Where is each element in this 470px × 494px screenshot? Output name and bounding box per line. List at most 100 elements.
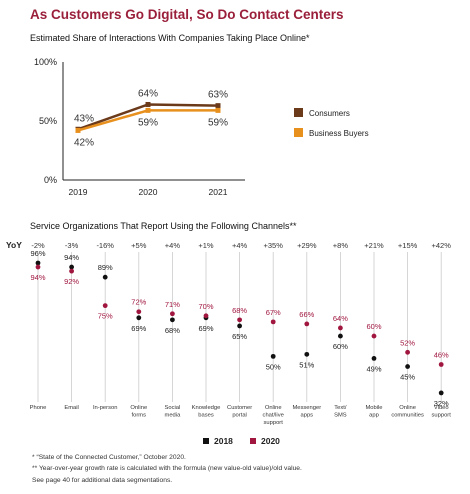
yoy-value: +15%: [398, 241, 418, 250]
data-point: [75, 127, 81, 133]
data-point: [215, 103, 221, 109]
dot-2018: [102, 274, 108, 280]
data-label: 43%: [74, 113, 94, 124]
label-2020: 70%: [198, 302, 213, 311]
dot-2020: [35, 264, 41, 270]
channels-dot-chart: YoY -2%96% 94% Phone -3% 94% 92% Email -16% 89% 75…: [6, 240, 452, 446]
label-2018: 69%: [131, 324, 146, 333]
category-label: SMS: [334, 413, 347, 419]
category-label: Messenger: [292, 405, 321, 411]
legend-label: Business Buyers: [309, 129, 369, 138]
label-2018: 49%: [366, 364, 381, 373]
y-tick-label: 0%: [44, 175, 57, 185]
legend-label: Consumers: [309, 109, 350, 118]
label-2018: 89%: [98, 263, 113, 272]
channels-chart-title: Service Organizations That Report Using …: [30, 221, 297, 231]
dot-2020: [304, 321, 310, 327]
category-label: Knowledge: [192, 405, 221, 411]
label-2020: 66%: [299, 310, 314, 319]
yoy-value: +1%: [198, 241, 214, 250]
dot-2018: [170, 317, 175, 323]
x-tick-label: 2020: [139, 187, 158, 197]
label-2020: 46%: [434, 351, 449, 360]
dot-2018: [136, 315, 142, 321]
category-label: Online: [399, 405, 416, 411]
data-label: 64%: [138, 88, 158, 99]
dot-2020: [371, 333, 377, 339]
data-label: 63%: [208, 90, 228, 101]
dot-2020: [136, 309, 142, 315]
dot-2018: [304, 351, 310, 357]
legend-swatch: [294, 108, 303, 117]
dot-2020: [170, 311, 175, 317]
yoy-value: +5%: [131, 241, 147, 250]
dot-2018: [35, 260, 41, 266]
y-tick-label: 50%: [39, 116, 57, 126]
label-2018: 68%: [165, 326, 180, 335]
dot-2020: [405, 349, 410, 355]
category-label: Phone: [30, 405, 47, 411]
category-label: In-person: [93, 405, 118, 411]
dot-2020: [237, 317, 243, 323]
category-label: Mobile: [365, 405, 382, 411]
data-point: [145, 107, 151, 113]
yoy-value: +42%: [431, 241, 451, 250]
dot-2018: [438, 390, 444, 396]
category-label: forms: [132, 413, 147, 419]
dot-2020: [102, 303, 108, 309]
data-label: 59%: [208, 117, 228, 128]
label-2018: 60%: [333, 342, 348, 351]
data-label: 42%: [74, 137, 94, 148]
category-label: Customer: [227, 405, 252, 411]
dot-2018: [69, 264, 74, 270]
dot-2018: [338, 333, 343, 339]
label-2020: 52%: [400, 338, 415, 347]
dot-2018: [237, 323, 243, 329]
y-tick-label: 100%: [34, 57, 57, 67]
legend-label: 2018: [214, 436, 233, 446]
legend-swatch: [250, 438, 256, 444]
dot-2020: [438, 362, 444, 367]
category-label: Email: [64, 405, 79, 411]
category-label: Online: [265, 405, 282, 411]
yoy-value: -3%: [65, 241, 79, 250]
label-2018: 96%: [30, 249, 45, 258]
data-label: 59%: [138, 117, 158, 128]
category-label: app: [369, 413, 379, 419]
category-label: Text/: [334, 405, 347, 411]
category-label: communities: [391, 413, 424, 419]
legend-swatch: [294, 128, 303, 137]
yoy-value: +21%: [364, 241, 384, 250]
yoy-value: -2%: [31, 241, 45, 250]
page-title: As Customers Go Digital, So Do Contact C…: [30, 7, 344, 22]
dot-2018: [270, 353, 276, 359]
data-point: [215, 107, 221, 113]
label-2020: 71%: [165, 300, 180, 309]
label-2018: 51%: [299, 360, 314, 369]
label-2018: 50%: [266, 362, 281, 371]
category-label: apps: [301, 413, 314, 419]
category-label: media: [165, 413, 182, 419]
line-chart-title: Estimated Share of Interactions With Com…: [30, 33, 310, 43]
category-label: support: [432, 413, 452, 419]
footnote-yoy: ** Year-over-year growth rate is calcula…: [32, 465, 302, 472]
yoy-value: +4%: [165, 241, 181, 250]
label-2020: 67%: [266, 308, 281, 317]
x-tick-label: 2019: [69, 187, 88, 197]
label-2018: 32%: [434, 399, 449, 408]
x-tick-label: 2021: [209, 187, 228, 197]
data-point: [145, 101, 151, 107]
dot-2020: [338, 325, 343, 331]
label-2020: 60%: [366, 322, 381, 331]
label-2018: 45%: [400, 373, 415, 382]
category-label: portal: [232, 413, 247, 419]
label-2020: 72%: [131, 298, 146, 307]
dot-2020: [69, 268, 74, 274]
label-2018: 69%: [198, 324, 213, 333]
category-label: support: [264, 420, 284, 426]
dot-2020: [203, 313, 209, 319]
footnote-source: * “State of the Connected Customer,” Oct…: [32, 454, 186, 461]
dot-2018: [405, 364, 410, 369]
dot-2018: [371, 356, 377, 361]
category-label: chat/live: [263, 413, 284, 419]
